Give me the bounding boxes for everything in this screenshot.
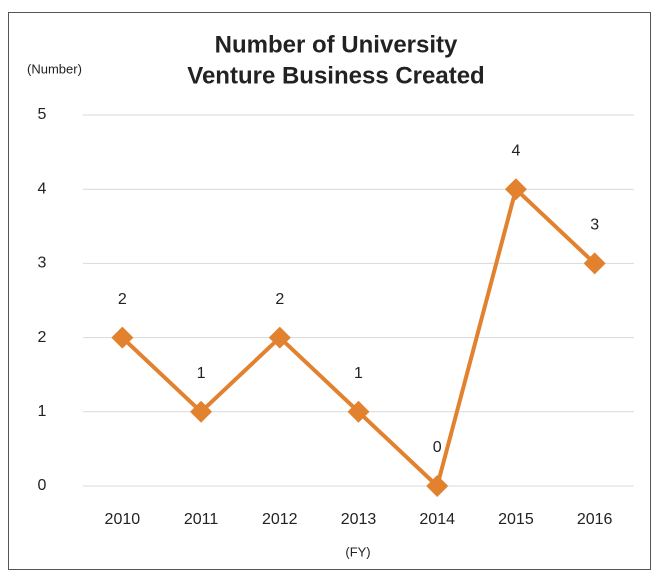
data-point: [111, 326, 134, 349]
x-tick-label: 2014: [419, 511, 455, 528]
x-axis-label: (FY): [345, 544, 370, 559]
y-tick-label: 3: [38, 255, 47, 272]
data-label: 0: [433, 439, 442, 456]
y-tick-label: 1: [38, 403, 47, 420]
data-point: [347, 400, 370, 423]
data-point: [426, 475, 449, 497]
y-tick-label: 5: [38, 106, 47, 123]
data-label: 3: [590, 217, 599, 234]
x-tick-label: 2015: [498, 511, 534, 528]
data-point: [583, 252, 606, 275]
data-point: [504, 178, 527, 201]
chart-title: Number of University: [215, 31, 458, 58]
chart-title: Venture Business Created: [187, 62, 484, 89]
x-tick-label: 2016: [577, 511, 613, 528]
x-tick-label: 2013: [341, 511, 377, 528]
chart-frame: [8, 12, 651, 570]
y-tick-label: 2: [38, 329, 47, 346]
y-tick-label: 0: [38, 477, 47, 494]
data-point: [268, 326, 291, 349]
y-axis-label: (Number): [27, 61, 82, 76]
data-label: 1: [354, 365, 363, 382]
data-label: 1: [197, 365, 206, 382]
x-tick-label: 2012: [262, 511, 298, 528]
data-label: 2: [275, 291, 284, 308]
data-label: 4: [511, 142, 520, 159]
y-tick-label: 4: [38, 180, 47, 197]
data-point: [190, 400, 213, 423]
x-tick-label: 2010: [105, 511, 141, 528]
data-label: 2: [118, 291, 127, 308]
x-tick-label: 2011: [184, 511, 219, 528]
